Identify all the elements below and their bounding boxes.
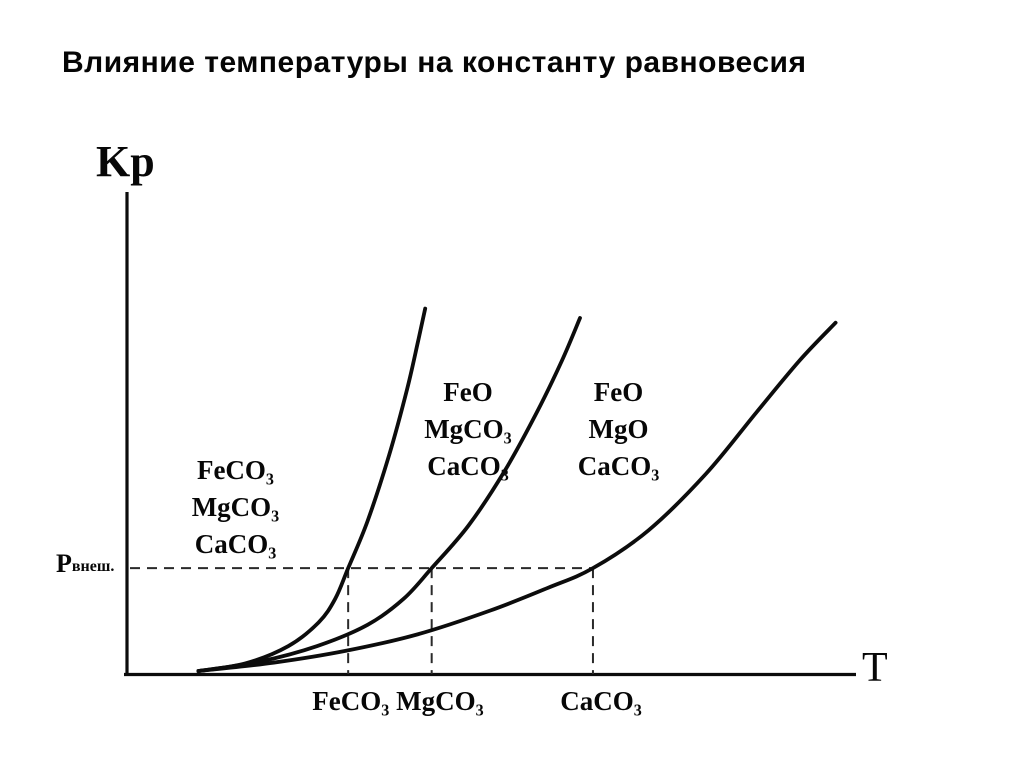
curve-CaCO₃ <box>196 320 838 673</box>
phase-label-line: FeCO₃ <box>196 455 275 485</box>
external-pressure-symbol: P <box>56 549 72 578</box>
external-pressure-subscript: внеш. <box>71 558 115 575</box>
y-axis-label: Kp <box>96 137 155 186</box>
phase-label-line: CaCO₃ <box>427 451 509 481</box>
phase-region-label-mixed: FeO MgCO₃ CaCO₃ <box>398 374 538 485</box>
phase-label-line: MgO <box>588 414 649 444</box>
phase-label-line: FeO <box>593 377 644 407</box>
chart-title: Влияние температуры на константу равнове… <box>62 46 807 79</box>
phase-label-line: MgCO₃ <box>424 414 512 444</box>
curve-FeCO₃ <box>196 306 428 673</box>
x-axis-mark-feco3-mgco3: FeCO₃ MgCO₃ <box>312 686 484 716</box>
x-axis-mark-caco3: CaCO₃ <box>560 686 642 716</box>
curve-MgCO₃ <box>196 316 582 673</box>
phase-label-line: CaCO₃ <box>577 451 660 481</box>
curves-group <box>196 306 838 673</box>
phase-region-label-oxides: FeO MgO CaCO₃ <box>551 374 686 485</box>
phase-label-line: FeO <box>443 377 493 407</box>
x-axis-label: T <box>862 645 888 691</box>
phase-label-line: CaCO₃ <box>194 529 277 559</box>
dashed-guides-group <box>130 567 594 674</box>
phase-region-label-carbonates: FeCO₃ MgCO₃ CaCO₃ <box>163 452 308 563</box>
phase-label-line: MgCO₃ <box>191 492 280 522</box>
